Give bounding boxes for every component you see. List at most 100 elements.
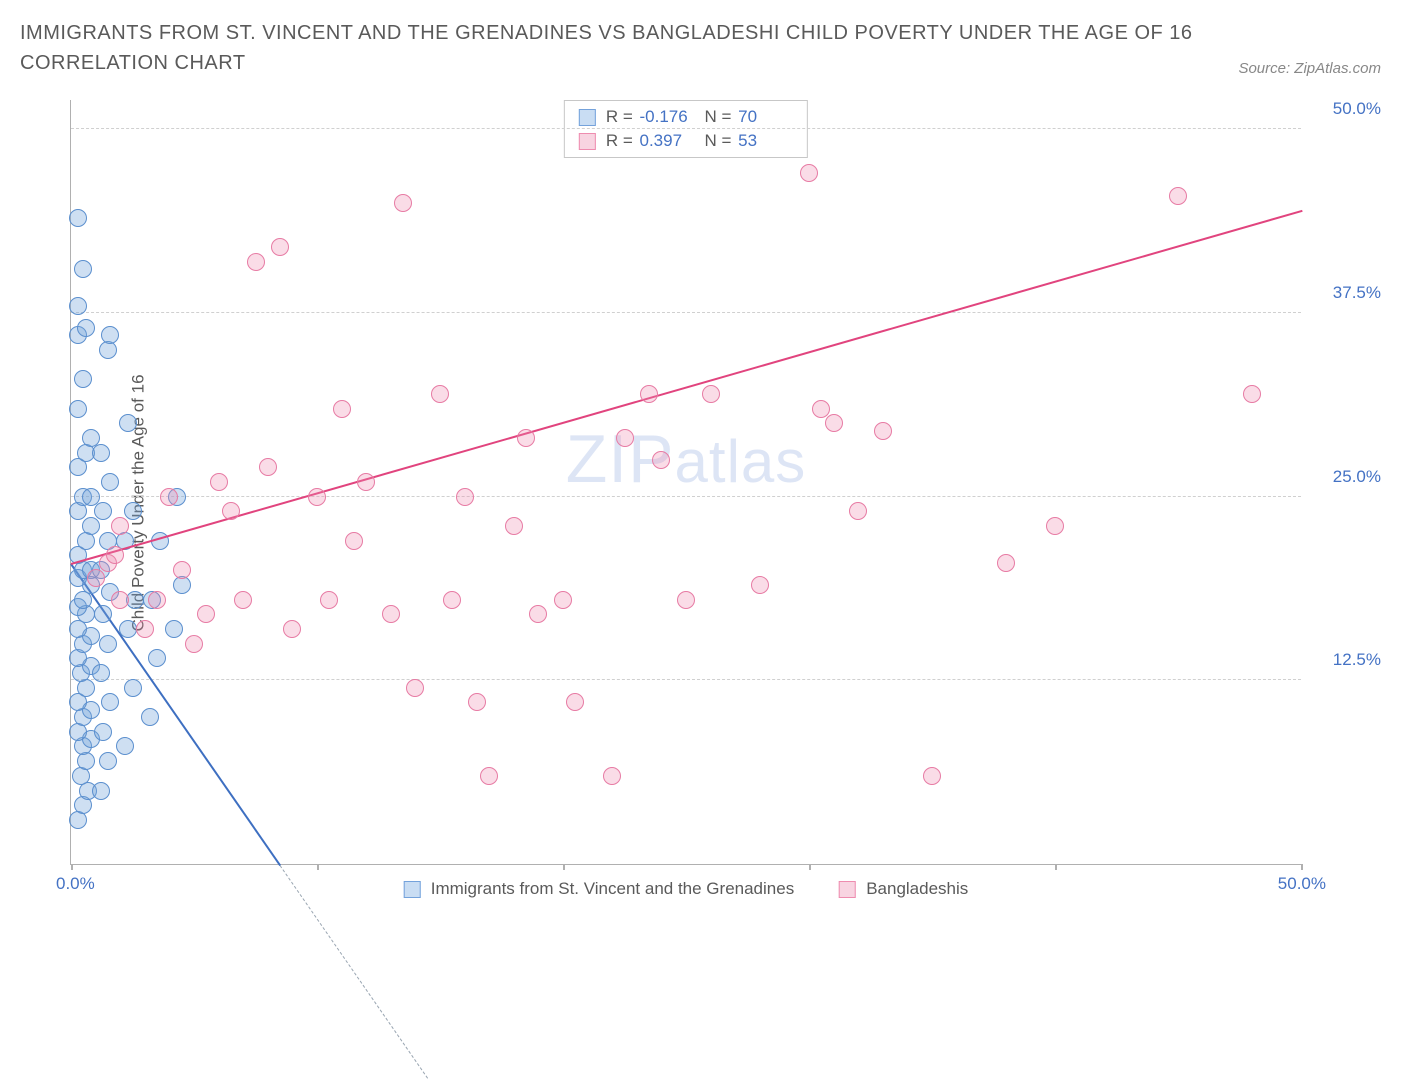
stats-row-series2: R = 0.397 N = 53 [579,131,793,151]
scatter-point [106,546,124,564]
scatter-point [247,253,265,271]
scatter-point [640,385,658,403]
gridline [71,496,1301,497]
x-tick-mark [71,864,73,870]
watermark: ZIPatlas [566,420,807,498]
scatter-point [99,635,117,653]
scatter-point [124,679,142,697]
n-label: N = [705,107,732,126]
y-tick-label: 12.5% [1311,650,1381,670]
scatter-point [825,414,843,432]
r-label: R = [606,131,633,150]
scatter-point [210,473,228,491]
chart-container: Child Poverty Under the Age of 16 ZIPatl… [20,95,1386,910]
r-value-1: -0.176 [640,107,695,127]
scatter-point [357,473,375,491]
scatter-point [443,591,461,609]
gridline [71,312,1301,313]
scatter-point [751,576,769,594]
scatter-point [94,605,112,623]
scatter-point [468,693,486,711]
scatter-point [394,194,412,212]
scatter-point [517,429,535,447]
scatter-point [529,605,547,623]
n-value-2: 53 [738,131,793,151]
scatter-point [119,414,137,432]
y-tick-label: 37.5% [1311,283,1381,303]
y-tick-label: 50.0% [1311,99,1381,119]
x-tick-mark [1301,864,1303,870]
scatter-point [92,664,110,682]
legend-swatch-1 [404,881,421,898]
legend-item-1: Immigrants from St. Vincent and the Gren… [404,879,794,899]
scatter-point [111,591,129,609]
scatter-point [74,370,92,388]
scatter-point [677,591,695,609]
scatter-point [1046,517,1064,535]
scatter-point [308,488,326,506]
scatter-point [136,620,154,638]
y-tick-label: 25.0% [1311,467,1381,487]
scatter-point [111,517,129,535]
scatter-point [1169,187,1187,205]
scatter-point [480,767,498,785]
scatter-point [456,488,474,506]
scatter-point [652,451,670,469]
scatter-point [271,238,289,256]
scatter-point [124,502,142,520]
scatter-point [222,502,240,520]
scatter-point [1243,385,1261,403]
source-attribution: Source: ZipAtlas.com [1238,60,1381,77]
scatter-point [148,649,166,667]
scatter-point [148,591,166,609]
scatter-point [197,605,215,623]
x-tick-mark [809,864,811,870]
scatter-point [160,488,178,506]
scatter-point [94,723,112,741]
x-tick-mark [563,864,565,870]
scatter-point [101,693,119,711]
scatter-point [997,554,1015,572]
scatter-point [94,502,112,520]
scatter-point [283,620,301,638]
scatter-point [566,693,584,711]
legend-label-1: Immigrants from St. Vincent and the Gren… [431,879,794,899]
scatter-point [69,400,87,418]
scatter-point [554,591,572,609]
scatter-point [74,260,92,278]
scatter-point [800,164,818,182]
scatter-point [92,444,110,462]
x-tick-mark [317,864,319,870]
scatter-point [849,502,867,520]
legend-label-2: Bangladeshis [866,879,968,899]
scatter-point [603,767,621,785]
scatter-point [92,782,110,800]
n-value-1: 70 [738,107,793,127]
x-tick-mark [1055,864,1057,870]
scatter-point [77,319,95,337]
scatter-point [345,532,363,550]
n-label: N = [705,131,732,150]
x-axis-max-label: 50.0% [1278,874,1326,894]
r-label: R = [606,107,633,126]
legend-swatch-2 [839,881,856,898]
scatter-point [874,422,892,440]
scatter-point [141,708,159,726]
scatter-point [173,561,191,579]
scatter-point [505,517,523,535]
swatch-series2 [579,133,596,150]
scatter-point [616,429,634,447]
scatter-point [165,620,183,638]
scatter-point [101,326,119,344]
scatter-point [320,591,338,609]
scatter-point [185,635,203,653]
scatter-point [923,767,941,785]
scatter-point [406,679,424,697]
legend: Immigrants from St. Vincent and the Gren… [404,879,969,899]
scatter-point [702,385,720,403]
scatter-point [116,737,134,755]
scatter-point [87,569,105,587]
scatter-point [382,605,400,623]
scatter-point [234,591,252,609]
scatter-point [82,517,100,535]
